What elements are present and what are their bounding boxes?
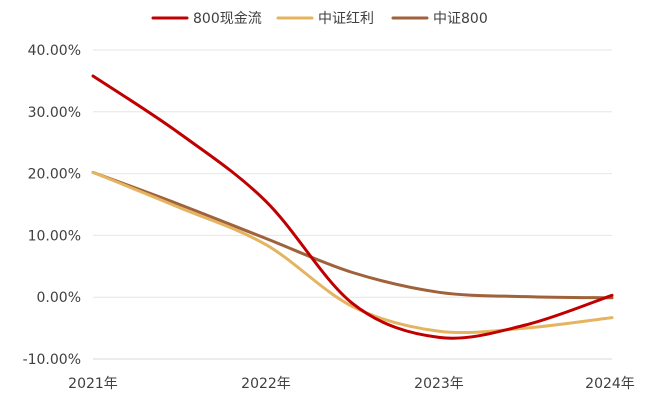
- series-line-2: [91, 170, 614, 335]
- series-lines: [91, 74, 614, 340]
- series-line-3: [91, 170, 614, 300]
- legend: 800现金流 中证红利 中证800: [151, 11, 488, 27]
- legend-label: 中证800: [433, 11, 488, 27]
- legend-label: 中证红利: [318, 11, 374, 27]
- x-tick-label: 2023年: [414, 376, 464, 392]
- legend-label: 800现金流: [193, 11, 262, 27]
- y-tick-label: 10.00%: [28, 228, 81, 244]
- series-line-1: [91, 74, 614, 340]
- y-tick-label: 0.00%: [37, 290, 81, 306]
- x-tick-label: 2022年: [241, 376, 291, 392]
- y-tick-label: 20.00%: [28, 167, 81, 183]
- y-axis-tick-labels: 40.00% 30.00% 20.00% 10.00% 0.00% -10.00%: [23, 43, 81, 368]
- y-tick-label: 40.00%: [28, 43, 81, 59]
- y-tick-label: -10.00%: [23, 352, 81, 368]
- x-tick-label: 2024年: [585, 376, 635, 392]
- gridlines: [93, 49, 612, 360]
- x-axis-tick-labels: 2021年 2022年 2023年 2024年: [68, 376, 635, 392]
- y-tick-label: 30.00%: [28, 105, 81, 121]
- x-tick-label: 2021年: [68, 376, 118, 392]
